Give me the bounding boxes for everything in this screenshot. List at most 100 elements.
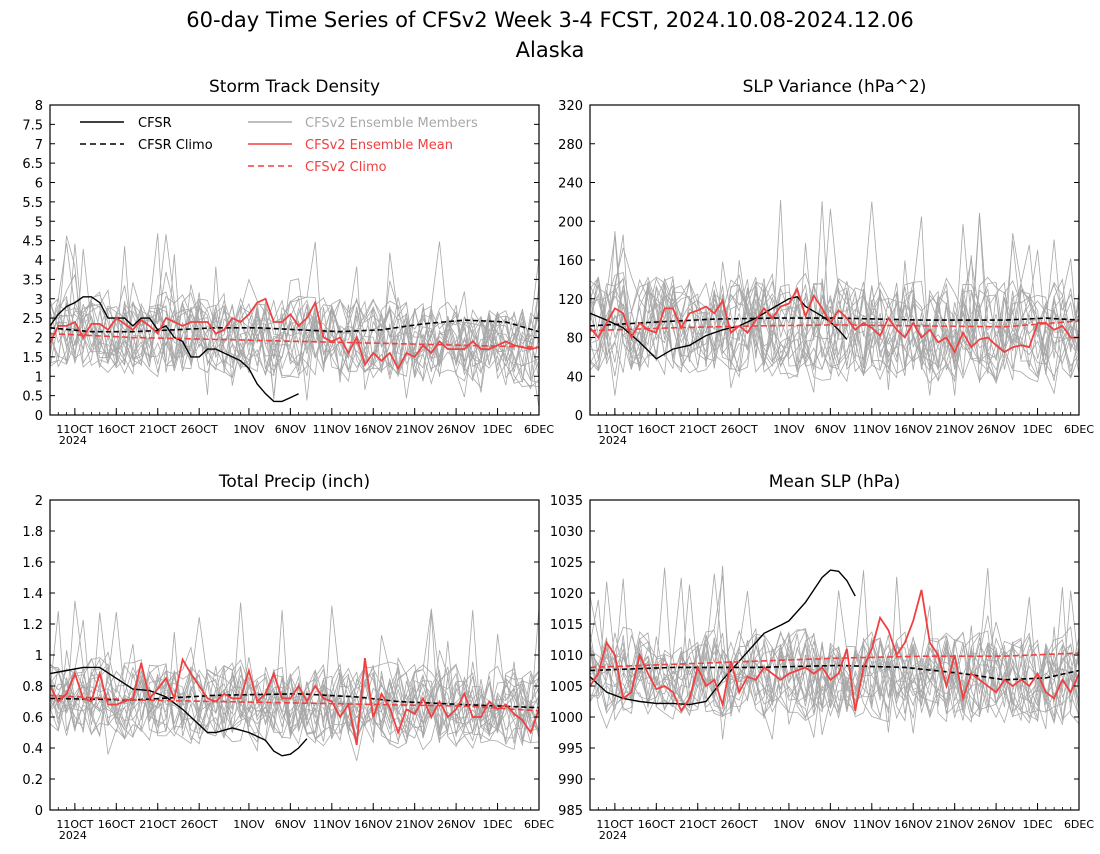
x-tick-label: 16NOV (894, 818, 933, 831)
panel-title-storm: Storm Track Density (209, 77, 380, 97)
series-line-cfsv2-ensemble-mean (590, 286, 1079, 355)
legend-entry: CFSR (80, 116, 172, 131)
y-tick-label: 6.5 (22, 157, 43, 172)
ensemble-member-line (590, 577, 1079, 721)
x-tick-label: 21OCT (139, 818, 176, 831)
y-tick-label: 1.2 (22, 618, 43, 633)
ensemble-member-line (590, 631, 1079, 719)
x-tick-label: 6NOV (815, 423, 847, 436)
y-tick-label: 985 (558, 804, 583, 819)
legend-entry: CFSR Climo (80, 138, 213, 153)
plot-area-precip (50, 600, 539, 761)
y-tick-label: 160 (558, 254, 583, 269)
y-tick-label: 4.5 (22, 235, 43, 250)
ensemble-member-line (590, 630, 1079, 720)
x-tick-label: 6NOV (275, 423, 307, 436)
y-tick-label: 1010 (550, 649, 583, 664)
x-tick-label: 1NOV (233, 423, 265, 436)
y-tick-label: 0.8 (22, 680, 43, 695)
x-tick-label: 1NOV (773, 818, 805, 831)
panel-storm: Storm Track Density 0 0.5 1 1.5 2 2.5 3 3.5 4 4.5 5… (22, 77, 554, 447)
y-tick-label: 120 (558, 293, 583, 308)
y-tick-label: 0.4 (22, 742, 43, 757)
ensemble-member-line (590, 201, 1079, 381)
x-tick-label: 11NOV (853, 818, 892, 831)
x-tick-label: 26NOV (437, 818, 476, 831)
y-tick-label: 2 (35, 332, 43, 347)
figure-subtitle: Alaska (516, 38, 585, 62)
y-tick-label: 280 (558, 138, 583, 153)
x-tick-label: 26OCT (181, 423, 218, 436)
x-tick-label: 21OCT (679, 423, 716, 436)
y-tick-label: 995 (558, 742, 583, 757)
series-line-cfsr-climo (50, 692, 539, 709)
ensemble-member-line (50, 617, 539, 739)
x-tick-label: 11OCT (596, 423, 633, 436)
series-line-cfsr-climo (50, 319, 539, 333)
y-tick-label: 0 (35, 804, 43, 819)
y-tick-label: 320 (558, 99, 583, 114)
y-tick-label: 3 (35, 293, 43, 308)
y-tick-label: 6 (35, 177, 43, 192)
x-tick-label: 1DEC (483, 423, 513, 436)
x-tick-label: 21OCT (139, 423, 176, 436)
y-tick-label: 1.8 (22, 525, 43, 540)
x-tick-label: 21OCT (679, 818, 716, 831)
x-tick-label: 26OCT (721, 423, 758, 436)
y-tick-label: 1035 (550, 494, 583, 509)
x-tick-label: 1DEC (483, 818, 513, 831)
panel-slpvar: SLP Variance (hPa^2) 0 40 80 120 160 200 240 280… (558, 77, 1094, 447)
ensemble-member-line (50, 241, 539, 378)
y-tick-label: 5.5 (22, 196, 43, 211)
x-tick-label: 6NOV (275, 818, 307, 831)
series-line-cfsv2-climo (50, 694, 539, 712)
x-tick-label: 1DEC (1023, 423, 1053, 436)
ensemble-member-line (50, 248, 539, 382)
x-tick-label: 21NOV (936, 818, 975, 831)
x-tick-label: 21NOV (396, 423, 435, 436)
ensemble-member-line (590, 255, 1079, 393)
ensemble-member-line (50, 266, 539, 398)
y-tick-label: 1020 (550, 587, 583, 602)
x-tick-label: 6DEC (1064, 818, 1094, 831)
y-tick-label: 40 (566, 370, 583, 385)
y-tick-label: 0.2 (22, 773, 43, 788)
legend-label: CFSR (138, 116, 172, 131)
ensemble-member-line (50, 665, 539, 741)
plot-area-storm (50, 233, 539, 408)
legend-label: CFSv2 Ensemble Mean (305, 138, 453, 153)
y-tick-label: 990 (558, 773, 583, 788)
panel-title-precip: Total Precip (inch) (218, 472, 370, 492)
y-tick-label: 2 (35, 494, 43, 509)
ensemble-member-line (50, 273, 539, 377)
x-tick-label: 11NOV (313, 423, 352, 436)
x-tick-label: 11NOV (313, 818, 352, 831)
ensemble-member-line (50, 242, 539, 386)
series-line-cfsv2-climo (50, 332, 539, 348)
x-tick-label: 11OCT (596, 818, 633, 831)
x-tick-label: 1DEC (1023, 818, 1053, 831)
y-tick-label: 0.6 (22, 711, 43, 726)
x-year-label: 2024 (599, 829, 627, 842)
ensemble-member-line (590, 239, 1079, 384)
series-line-cfsr (50, 296, 299, 403)
x-tick-label: 6DEC (1064, 423, 1094, 436)
x-tick-label: 16OCT (98, 818, 135, 831)
x-tick-label: 21NOV (936, 423, 975, 436)
y-tick-label: 3.5 (22, 273, 43, 288)
y-tick-label: 1.6 (22, 556, 43, 571)
legend-label: CFSv2 Ensemble Members (305, 116, 478, 131)
plot-area-slpvar (590, 199, 1079, 396)
x-year-label: 2024 (59, 829, 87, 842)
panel-title-slpvar: SLP Variance (hPa^2) (743, 77, 927, 97)
plot-frame (589, 104, 1080, 416)
y-tick-label: 1 (35, 370, 43, 385)
y-tick-label: 1005 (550, 680, 583, 695)
x-tick-label: 6DEC (524, 818, 554, 831)
series-line-cfsv2-ensemble-mean (50, 297, 539, 371)
legend-entry: CFSv2 Ensemble Members (248, 116, 478, 131)
ensemble-member-line (50, 657, 539, 742)
series-line-cfsr-climo (590, 317, 1079, 327)
x-tick-label: 26NOV (977, 423, 1016, 436)
